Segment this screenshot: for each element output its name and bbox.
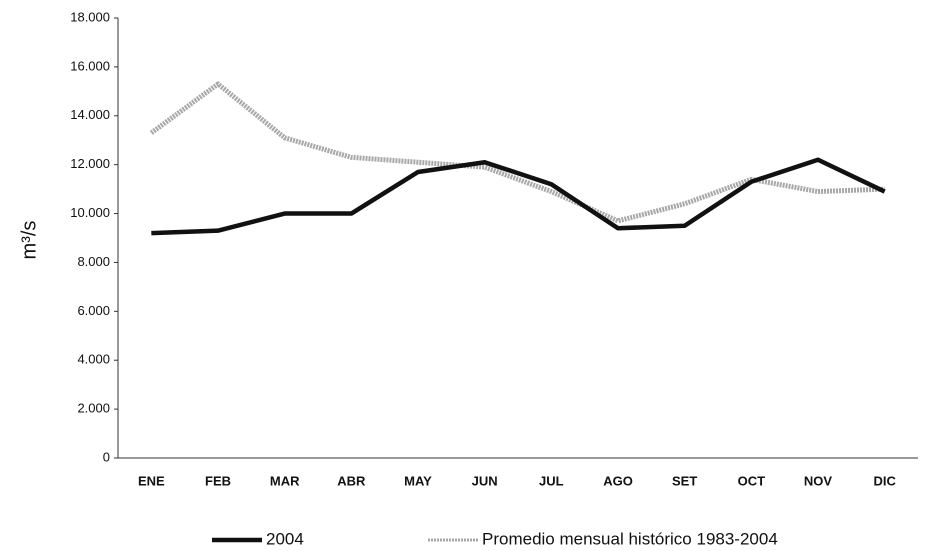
x-tick-label: MAR — [270, 473, 300, 488]
y-tick-label: 16.000 — [70, 58, 110, 73]
y-tick-label: 14.000 — [70, 107, 110, 122]
x-tick-label: AGO — [603, 473, 633, 488]
y-tick-label: 10.000 — [70, 205, 110, 220]
y-tick-label: 4.000 — [77, 352, 110, 367]
series-line — [149, 81, 885, 224]
y-tick-label: 18.000 — [70, 9, 110, 24]
legend-label: 2004 — [266, 529, 304, 548]
legend-label: Promedio mensual histórico 1983-2004 — [482, 529, 778, 548]
series-line — [151, 157, 886, 236]
x-tick-label: JUL — [539, 473, 564, 488]
x-tick-label: SET — [672, 473, 697, 488]
y-tick-label: 2.000 — [77, 401, 110, 416]
x-tick-label: MAY — [404, 473, 432, 488]
x-tick-label: DIC — [873, 473, 896, 488]
x-tick-label: ENE — [138, 473, 165, 488]
y-tick-label: 12.000 — [70, 156, 110, 171]
x-tick-label: NOV — [804, 473, 833, 488]
y-tick-label: 0 — [103, 449, 110, 464]
y-tick-label: 8.000 — [77, 254, 110, 269]
y-axis-label: m³/s — [18, 221, 40, 260]
x-tick-label: OCT — [738, 473, 766, 488]
x-tick-label: FEB — [205, 473, 231, 488]
x-tick-label: ABR — [337, 473, 366, 488]
x-tick-label: JUN — [472, 473, 498, 488]
y-tick-label: 6.000 — [77, 303, 110, 318]
